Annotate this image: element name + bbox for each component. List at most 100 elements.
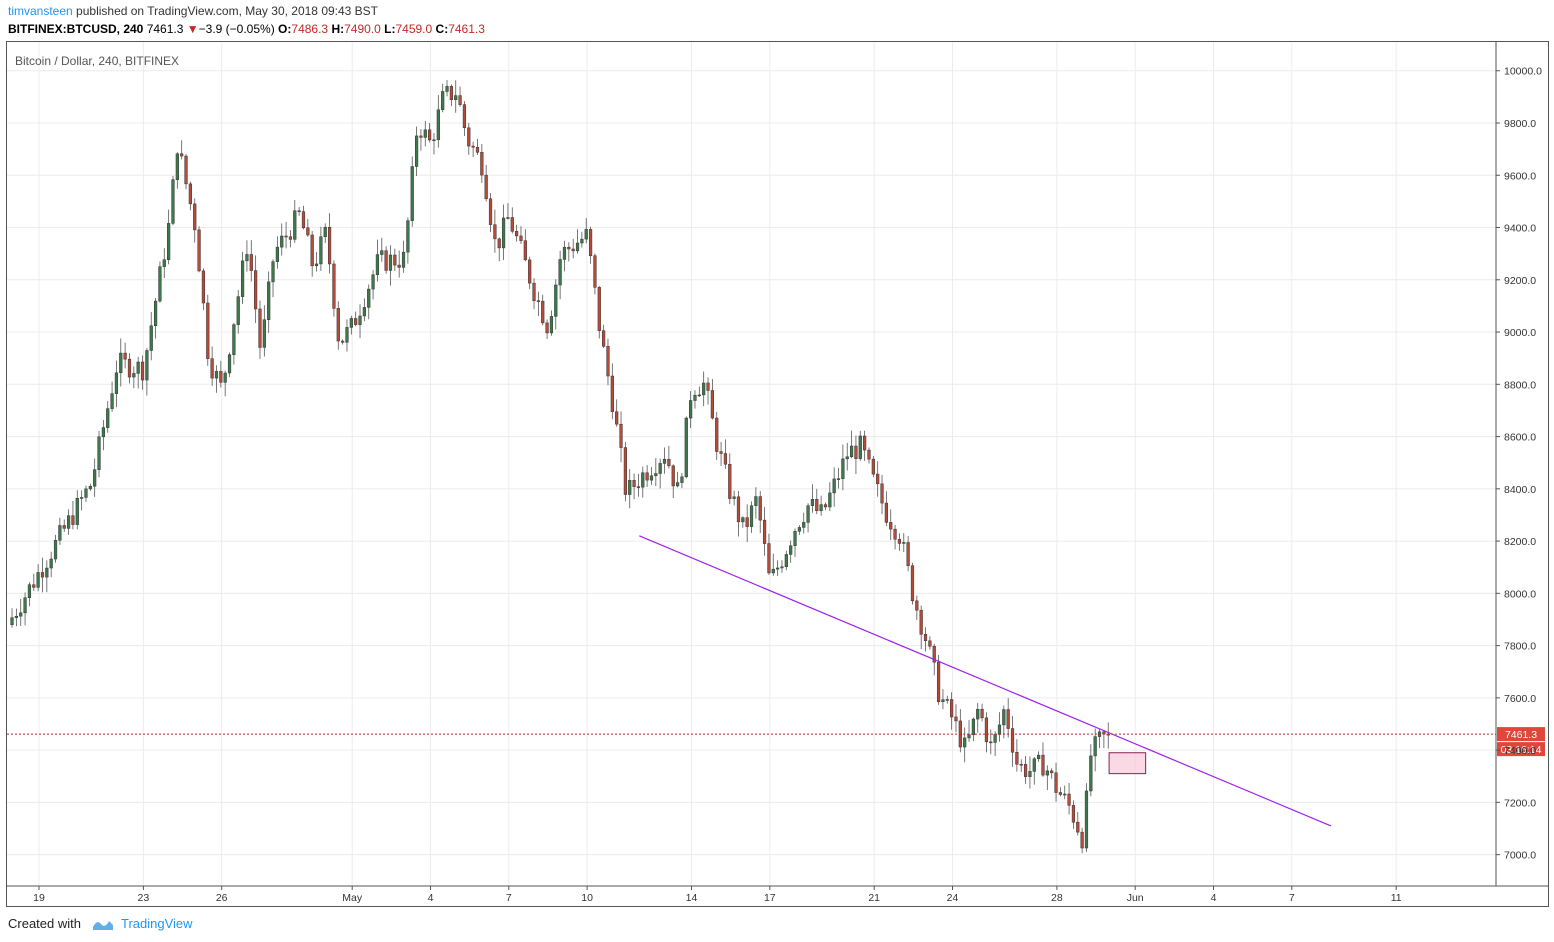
candle-body: [997, 724, 1002, 735]
candle-body: [375, 254, 380, 275]
candle: [354, 311, 358, 327]
candle: [793, 528, 797, 557]
tradingview-link[interactable]: TradingView: [120, 916, 193, 931]
candle-body: [910, 565, 915, 602]
candle: [75, 490, 79, 530]
candle-body: [575, 242, 580, 252]
publish-text: published on TradingView.com, May 30, 20…: [76, 4, 379, 18]
candle: [180, 140, 184, 160]
candle-body: [10, 617, 14, 625]
candle-body: [728, 463, 732, 499]
candle-body: [810, 499, 815, 506]
candle-body: [545, 322, 549, 334]
candle-body: [240, 260, 245, 297]
last-price-label: 7461.3: [1505, 729, 1537, 741]
candle: [66, 509, 71, 535]
candle-body: [454, 95, 458, 101]
candle-body: [432, 139, 436, 142]
candle: [945, 695, 949, 704]
candle-body: [758, 496, 762, 521]
candle-body: [954, 716, 958, 722]
change-value: −3.9 (−0.05%): [198, 22, 275, 36]
axes: 7000.0 7200.0 7400.0 7600.0 7800.0 8000.0 8200…: [7, 42, 1548, 904]
candle-body: [967, 734, 971, 739]
candle-body: [136, 361, 140, 374]
candle: [719, 441, 723, 466]
candle-body: [1037, 754, 1041, 760]
candle: [654, 458, 658, 487]
candle: [641, 466, 645, 498]
candle-body: [780, 566, 784, 569]
candle-body: [1093, 736, 1097, 757]
candle-body: [941, 699, 945, 702]
candle: [797, 525, 801, 535]
candle: [1037, 751, 1041, 762]
candle-body: [475, 146, 480, 153]
candle: [610, 363, 614, 420]
candle-body: [541, 300, 545, 324]
x-tick-label: 28: [1051, 892, 1063, 904]
candle-body: [1045, 770, 1049, 776]
candle: [876, 461, 880, 497]
candle: [71, 501, 75, 530]
candle: [375, 239, 380, 282]
candle-body: [845, 456, 849, 460]
candle: [819, 495, 823, 516]
candle: [236, 289, 240, 334]
ohlc-bar: BITFINEX:BTCUSD, 240 7461.3 ▼−3.9 (−0.05…: [8, 22, 485, 36]
candle-body: [349, 318, 353, 328]
candle: [240, 251, 245, 304]
candle-body: [745, 517, 749, 527]
x-tick-label: 4: [1211, 892, 1217, 904]
created-with-text: Created with: [8, 916, 81, 931]
candle: [53, 534, 58, 563]
candle-body: [928, 640, 932, 647]
candle: [14, 608, 18, 627]
candle: [1080, 827, 1084, 854]
y-tick-label: 7000.0: [1504, 850, 1536, 862]
candle: [36, 564, 40, 592]
candle: [397, 250, 401, 278]
candle-body: [950, 699, 954, 718]
candle-body: [836, 478, 841, 480]
candle-body: [27, 584, 32, 599]
candle: [684, 416, 688, 479]
candle: [301, 205, 306, 230]
candle: [554, 279, 558, 330]
publish-info: timvansteen published on TradingView.com…: [8, 4, 378, 18]
x-tick-label: 7: [1289, 892, 1295, 904]
candle: [919, 605, 923, 650]
candle-body: [884, 502, 888, 523]
candle: [219, 360, 223, 388]
candle: [588, 226, 593, 264]
candle: [571, 238, 575, 259]
open-label: O:: [278, 22, 292, 36]
candle: [428, 122, 432, 143]
candle-body: [493, 224, 497, 240]
candle-body: [362, 307, 366, 317]
candle-body: [610, 375, 614, 412]
candle-body: [1006, 709, 1010, 729]
candle-body: [449, 86, 453, 101]
candle-body: [606, 346, 610, 377]
candle: [462, 101, 467, 137]
candle-body: [441, 91, 445, 110]
candle-body: [66, 515, 71, 529]
chart-title: Bitcoin / Dollar, 240, BITFINEX: [15, 54, 179, 68]
candle: [849, 430, 854, 459]
candle-body: [919, 609, 923, 635]
candle-body: [693, 394, 697, 401]
candle-body: [980, 708, 984, 719]
candle-body: [245, 254, 249, 262]
candle-body: [628, 480, 632, 495]
candle-body: [114, 372, 119, 394]
candle-body: [458, 95, 462, 105]
candle-body: [358, 315, 362, 325]
highlight-box: [1108, 752, 1147, 775]
candle: [1054, 762, 1058, 802]
candle: [893, 524, 897, 550]
author-link[interactable]: timvansteen: [8, 4, 73, 18]
candle-body: [584, 229, 588, 240]
candle-body: [106, 408, 110, 428]
